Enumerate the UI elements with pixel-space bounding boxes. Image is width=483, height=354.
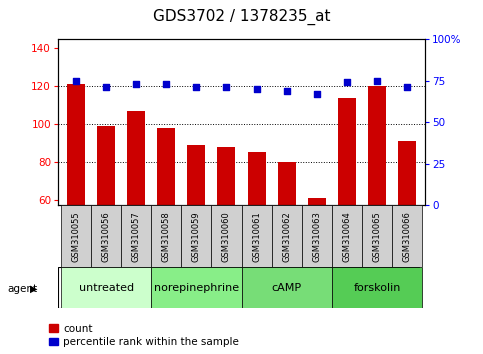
Point <box>253 86 260 92</box>
Bar <box>398 141 416 205</box>
Bar <box>242 205 271 267</box>
Text: GSM310064: GSM310064 <box>342 211 351 262</box>
Text: GSM310066: GSM310066 <box>402 211 412 262</box>
Text: agent: agent <box>7 284 37 293</box>
Text: GSM310060: GSM310060 <box>222 211 231 262</box>
Bar <box>332 267 422 308</box>
Bar <box>332 205 362 267</box>
Bar <box>217 147 236 205</box>
Text: GSM310063: GSM310063 <box>312 211 321 262</box>
Bar <box>278 162 296 205</box>
Point <box>132 81 140 87</box>
Text: GSM310055: GSM310055 <box>71 211 81 262</box>
Text: untreated: untreated <box>79 282 134 293</box>
Bar <box>127 111 145 205</box>
Text: GSM310058: GSM310058 <box>162 211 171 262</box>
Bar <box>362 205 392 267</box>
Text: GSM310065: GSM310065 <box>372 211 382 262</box>
Bar <box>187 145 205 205</box>
Bar <box>181 205 212 267</box>
Text: ▶: ▶ <box>30 284 38 293</box>
Bar <box>271 205 302 267</box>
Bar <box>121 205 151 267</box>
Bar <box>302 205 332 267</box>
Legend: count, percentile rank within the sample: count, percentile rank within the sample <box>49 324 239 347</box>
Bar <box>61 205 91 267</box>
Bar <box>247 152 266 205</box>
Text: GSM310061: GSM310061 <box>252 211 261 262</box>
Bar <box>308 198 326 205</box>
Point <box>72 78 80 84</box>
Bar <box>338 98 356 205</box>
Text: GSM310059: GSM310059 <box>192 211 201 262</box>
Bar <box>151 267 242 308</box>
Text: GSM310062: GSM310062 <box>282 211 291 262</box>
Text: forskolin: forskolin <box>353 282 400 293</box>
Text: GSM310057: GSM310057 <box>132 211 141 262</box>
Point <box>403 84 411 90</box>
Bar <box>392 205 422 267</box>
Bar <box>368 86 386 205</box>
Text: GDS3702 / 1378235_at: GDS3702 / 1378235_at <box>153 9 330 25</box>
Text: norepinephrine: norepinephrine <box>154 282 239 293</box>
Text: GSM310056: GSM310056 <box>101 211 111 262</box>
Text: cAMP: cAMP <box>271 282 302 293</box>
Point <box>102 84 110 90</box>
Bar <box>212 205 242 267</box>
Point <box>283 88 290 93</box>
Bar <box>97 126 115 205</box>
Point <box>373 78 381 84</box>
Bar <box>67 84 85 205</box>
Bar <box>91 205 121 267</box>
Point <box>162 81 170 87</box>
Bar <box>61 267 151 308</box>
Point <box>193 84 200 90</box>
Point <box>343 79 351 85</box>
Bar <box>151 205 181 267</box>
Point <box>313 91 321 97</box>
Point <box>223 84 230 90</box>
Bar <box>242 267 332 308</box>
Bar <box>157 128 175 205</box>
